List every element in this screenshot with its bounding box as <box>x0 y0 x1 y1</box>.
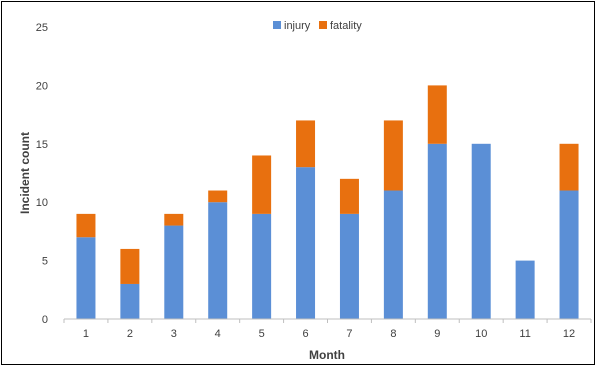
bar-injury-month-12 <box>559 190 579 319</box>
bar-injury-month-4 <box>208 202 228 319</box>
bar-fatality-month-4 <box>208 190 228 203</box>
y-tick-label: 5 <box>42 256 48 268</box>
bar-fatality-month-9 <box>427 85 447 144</box>
x-tick-label: 1 <box>83 328 89 340</box>
legend-label-injury: injury <box>284 20 311 32</box>
y-tick-label: 15 <box>36 139 48 151</box>
bar-injury-month-5 <box>252 213 272 319</box>
x-tick-label: 3 <box>171 328 177 340</box>
bar-fatality-month-1 <box>76 213 96 238</box>
bar-injury-month-1 <box>76 237 96 319</box>
x-tick-label: 7 <box>346 328 352 340</box>
bar-injury-month-10 <box>471 143 491 319</box>
legend-label-fatality: fatality <box>330 20 362 32</box>
x-tick-label: 6 <box>302 328 308 340</box>
y-tick-label: 25 <box>36 22 48 34</box>
legend-swatch-fatality <box>319 21 327 29</box>
x-tick-label: 10 <box>475 328 487 340</box>
bar-fatality-month-2 <box>120 248 140 284</box>
bar-injury-month-2 <box>120 283 140 319</box>
legend: injury fatality <box>273 20 362 32</box>
bar-fatality-month-7 <box>339 178 359 214</box>
bar-injury-month-3 <box>164 225 184 319</box>
bar-fatality-month-5 <box>252 155 272 214</box>
x-tick-label: 2 <box>127 328 133 340</box>
bar-fatality-month-8 <box>383 120 403 191</box>
y-tick-label: 0 <box>42 314 48 326</box>
x-tick-label: 4 <box>215 328 221 340</box>
x-axis-ticks: 1 2 3 4 5 6 7 8 9 10 11 12 <box>63 319 592 340</box>
x-tick-label: 5 <box>259 328 265 340</box>
legend-swatch-injury <box>273 21 281 29</box>
x-tick-label: 11 <box>519 328 530 340</box>
bar-injury-month-11 <box>515 260 535 319</box>
bar-injury-month-9 <box>427 143 447 319</box>
y-tick-label: 20 <box>36 80 48 92</box>
x-tick-label: 8 <box>390 328 396 340</box>
bar-injury-month-8 <box>383 190 403 319</box>
x-axis-title: Month <box>309 348 345 362</box>
bar-fatality-month-12 <box>559 143 579 191</box>
y-axis-ticks: 0 5 10 15 20 25 <box>36 22 48 326</box>
x-tick-label: 9 <box>434 328 440 340</box>
bar-injury-month-7 <box>339 213 359 319</box>
bar-fatality-month-6 <box>296 120 316 168</box>
bars <box>76 85 579 319</box>
x-tick-label: 12 <box>563 328 575 340</box>
y-tick-label: 10 <box>36 197 48 209</box>
bar-injury-month-6 <box>296 167 316 319</box>
bar-fatality-month-3 <box>164 213 184 226</box>
y-axis-title: Incident count <box>18 132 32 214</box>
